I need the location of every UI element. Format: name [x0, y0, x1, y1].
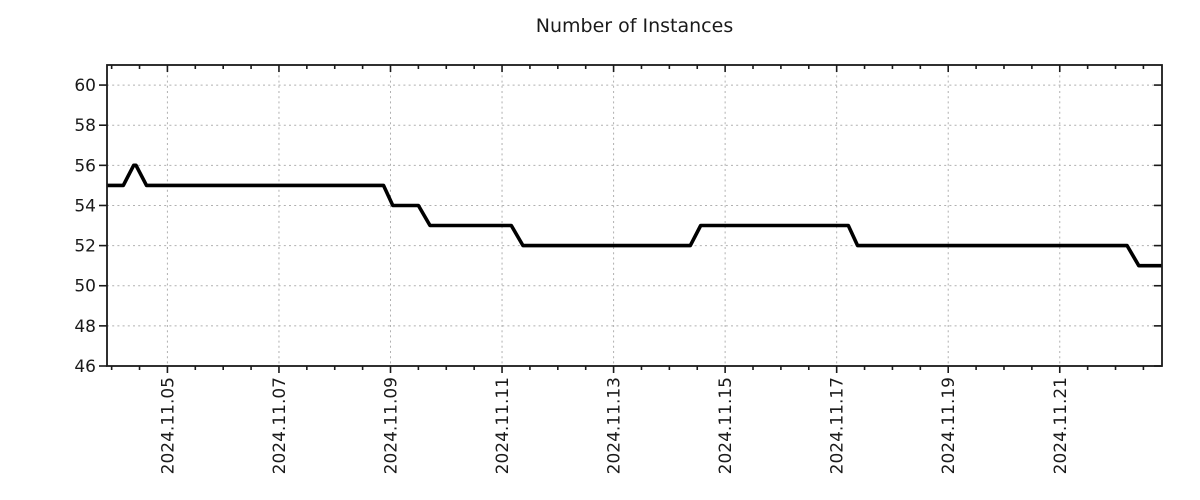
chart-title: Number of Instances: [535, 15, 734, 37]
x-tick-label: 2024.11.09: [382, 377, 402, 474]
x-tick-label: 2024.11.21: [1051, 377, 1071, 474]
y-tick-label: 52: [74, 237, 96, 257]
y-tick-label: 48: [74, 317, 96, 337]
y-tick-label: 58: [74, 116, 96, 136]
x-tick-label: 2024.11.13: [605, 377, 625, 474]
y-tick-label: 56: [74, 156, 96, 176]
y-tick-label: 60: [74, 76, 96, 96]
y-tick-label: 54: [74, 196, 96, 216]
x-tick-label: 2024.11.17: [828, 377, 848, 474]
x-tick-label: 2024.11.07: [270, 377, 290, 474]
x-tick-label: 2024.11.19: [939, 377, 959, 474]
x-tick-label: 2024.11.11: [493, 377, 513, 474]
y-tick-label: 50: [74, 277, 96, 297]
plot-border: [106, 64, 1163, 367]
y-tick-label: 46: [74, 357, 96, 377]
series-line: [107, 163, 1162, 268]
x-tick-label: 2024.11.05: [158, 377, 178, 474]
x-tick-label: 2024.11.15: [716, 377, 736, 474]
